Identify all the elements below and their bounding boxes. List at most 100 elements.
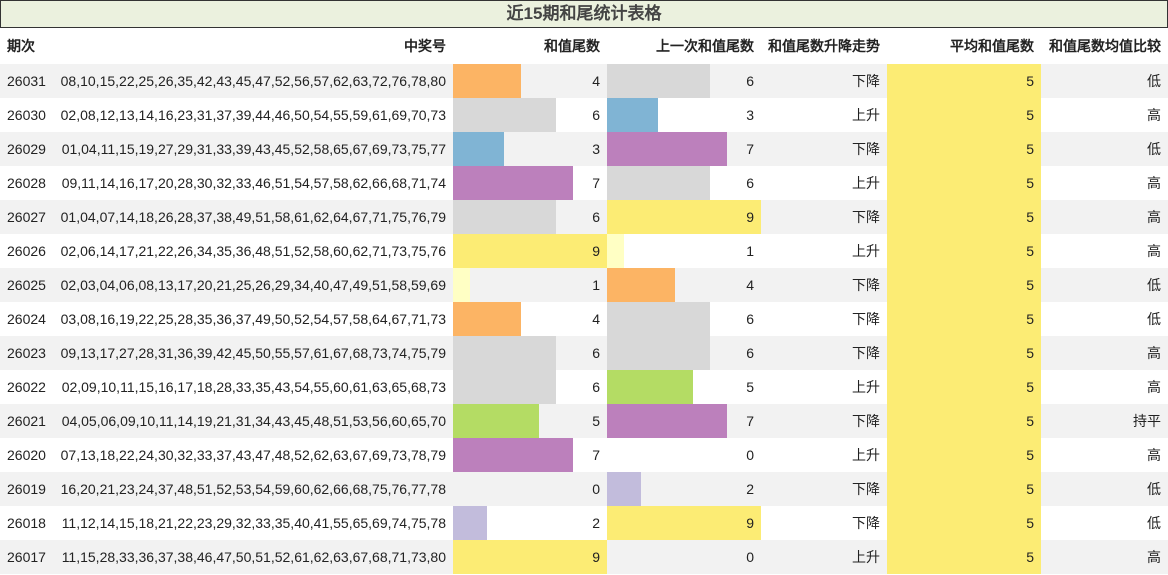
table-cell: 高 <box>1147 345 1161 361</box>
table-cell: 6 <box>592 209 600 225</box>
table-cell: 高 <box>1147 107 1161 123</box>
table-cell: 5 <box>1026 141 1034 157</box>
average-highlight <box>887 506 1041 540</box>
table-cell: 5 <box>1026 549 1034 565</box>
data-bar <box>607 370 693 404</box>
table-cell: 26030 <box>7 107 46 123</box>
table-cell: 7 <box>746 141 754 157</box>
table-cell: 08,10,15,22,25,26,35,42,43,45,47,52,56,5… <box>60 73 446 89</box>
table-cell: 26017 <box>7 549 46 565</box>
table-cell: 02,09,10,11,15,16,17,18,28,33,35,43,54,5… <box>61 379 446 395</box>
table-cell: 02,06,14,17,21,22,26,34,35,36,48,51,52,5… <box>60 243 446 259</box>
average-highlight <box>887 404 1041 438</box>
table-cell: 下降 <box>852 209 880 225</box>
table-cell: 11,15,28,33,36,37,38,46,47,50,51,52,61,6… <box>61 549 446 565</box>
table-cell: 5 <box>1026 379 1034 395</box>
table-cell: 26018 <box>7 515 46 531</box>
data-bar <box>607 472 642 506</box>
table-cell: 26022 <box>7 379 46 395</box>
table-cell: 26023 <box>7 345 46 361</box>
table-cell: 9 <box>592 549 600 565</box>
data-bar <box>453 506 488 540</box>
table-cell: 26024 <box>7 311 46 327</box>
table-cell: 5 <box>1026 73 1034 89</box>
table-cell: 下降 <box>852 141 880 157</box>
table-cell: 上升 <box>852 243 880 259</box>
table-cell: 5 <box>1026 311 1034 327</box>
table-title: 近15期和尾统计表格 <box>0 0 1168 28</box>
table-cell: 下降 <box>852 73 880 89</box>
table-cell: 26031 <box>7 73 46 89</box>
table-cell: 26020 <box>7 447 46 463</box>
data-bar <box>453 132 505 166</box>
table-cell: 5 <box>1026 175 1034 191</box>
average-highlight <box>887 132 1041 166</box>
average-highlight <box>887 166 1041 200</box>
average-highlight <box>887 370 1041 404</box>
data-bar <box>453 98 556 132</box>
table-cell: 26019 <box>7 481 46 497</box>
table-cell: 4 <box>746 277 754 293</box>
table-cell: 03,08,16,19,22,25,28,35,36,37,49,50,52,5… <box>60 311 446 327</box>
table-cell: 01,04,07,14,18,26,28,37,38,49,51,58,61,6… <box>60 209 446 225</box>
data-bar <box>453 234 607 268</box>
data-bar <box>607 200 761 234</box>
table-cell: 1 <box>592 277 600 293</box>
table-cell: 6 <box>592 107 600 123</box>
data-bar <box>453 404 539 438</box>
table-cell: 26027 <box>7 209 46 225</box>
table-cell: 6 <box>746 175 754 191</box>
table-cell: 26028 <box>7 175 46 191</box>
table-cell: 上升 <box>852 107 880 123</box>
table-cell: 26025 <box>7 277 46 293</box>
column-header: 和值尾数均值比较 <box>1049 38 1161 54</box>
table-cell: 下降 <box>852 413 880 429</box>
table-cell: 0 <box>746 549 754 565</box>
table-cell: 下降 <box>852 311 880 327</box>
table-cell: 2 <box>746 481 754 497</box>
table-cell: 低 <box>1147 73 1161 89</box>
data-bar <box>453 302 522 336</box>
table-cell: 6 <box>592 379 600 395</box>
table-cell: 5 <box>1026 413 1034 429</box>
table-cell: 6 <box>746 311 754 327</box>
data-bar <box>607 404 727 438</box>
table-cell: 0 <box>746 447 754 463</box>
data-bar <box>453 200 556 234</box>
table-cell: 6 <box>746 345 754 361</box>
table-cell: 9 <box>592 243 600 259</box>
table-cell: 01,04,11,15,19,27,29,31,33,39,43,45,52,5… <box>61 141 446 157</box>
average-highlight <box>887 438 1041 472</box>
average-highlight <box>887 540 1041 574</box>
table-cell: 高 <box>1147 379 1161 395</box>
table-cell: 26021 <box>7 413 46 429</box>
table-cell: 高 <box>1147 209 1161 225</box>
table-cell: 5 <box>1026 481 1034 497</box>
average-highlight <box>887 302 1041 336</box>
table-cell: 高 <box>1147 243 1161 259</box>
average-highlight <box>887 98 1041 132</box>
column-header: 和值尾数 <box>544 38 600 54</box>
data-bar <box>607 302 710 336</box>
column-header: 平均和值尾数 <box>950 38 1034 54</box>
average-highlight <box>887 234 1041 268</box>
table-cell: 7 <box>592 175 600 191</box>
table-cell: 5 <box>1026 447 1034 463</box>
table-cell: 低 <box>1147 311 1161 327</box>
table-cell: 16,20,21,23,24,37,48,51,52,53,54,59,60,6… <box>60 481 446 497</box>
table-cell: 09,11,14,16,17,20,28,30,32,33,46,51,54,5… <box>61 175 446 191</box>
table-cell: 4 <box>592 311 600 327</box>
data-bar <box>607 98 659 132</box>
table-cell: 3 <box>746 107 754 123</box>
average-highlight <box>887 64 1041 98</box>
data-bar <box>453 540 607 574</box>
table-cell: 9 <box>746 515 754 531</box>
table-cell: 下降 <box>852 481 880 497</box>
data-bar <box>607 336 710 370</box>
table-cell: 6 <box>746 73 754 89</box>
table-cell: 5 <box>1026 209 1034 225</box>
table-cell: 5 <box>1026 107 1034 123</box>
data-bar <box>607 64 710 98</box>
data-bar <box>453 370 556 404</box>
